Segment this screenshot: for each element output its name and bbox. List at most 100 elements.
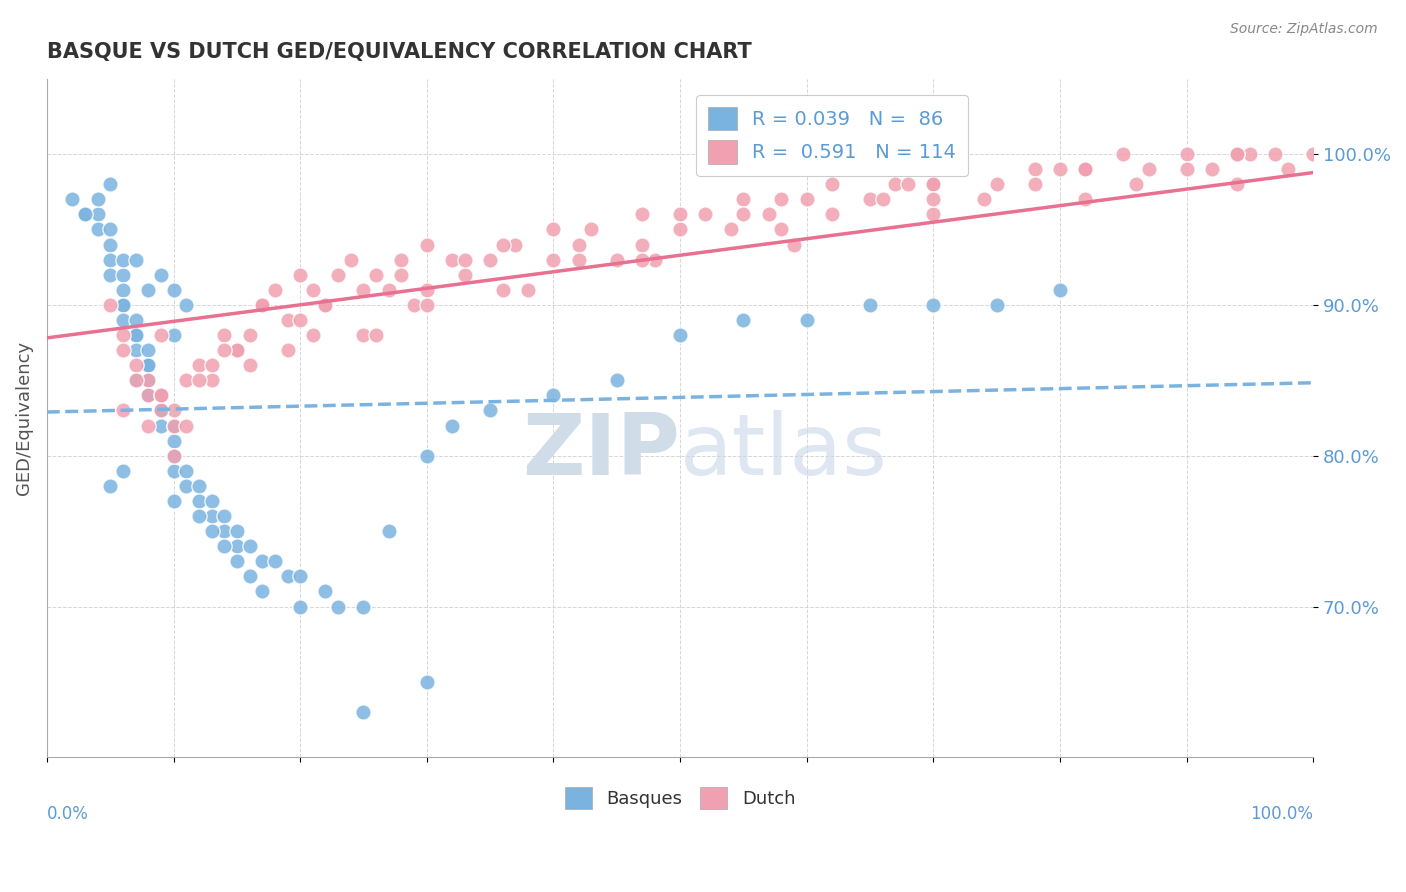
Point (276, 313, 298, 327)
Point (124, 373, 146, 387)
Point (353, 599, 375, 614)
Point (733, 313, 755, 327)
Point (136, 418, 159, 433)
Point (568, 252, 591, 267)
Point (238, 358, 260, 372)
Point (328, 268, 350, 282)
Point (212, 328, 235, 343)
Point (770, 192, 793, 206)
Point (733, 207, 755, 221)
Point (1074, 162, 1097, 177)
Point (187, 479, 209, 493)
Point (149, 328, 172, 343)
Point (872, 192, 894, 206)
Point (149, 388, 172, 402)
Point (416, 237, 439, 252)
Text: ZIP: ZIP (523, 410, 681, 493)
Point (98, 298, 121, 312)
Point (986, 177, 1008, 191)
Point (162, 403, 184, 417)
Point (1302, 147, 1324, 161)
Point (225, 554, 247, 568)
Point (416, 675, 439, 690)
Point (124, 252, 146, 267)
Point (225, 343, 247, 358)
Point (174, 464, 197, 478)
Point (162, 418, 184, 433)
Point (187, 358, 209, 372)
Point (517, 283, 540, 297)
Point (1175, 162, 1198, 177)
Point (136, 388, 159, 402)
Point (986, 298, 1008, 312)
Point (136, 343, 159, 358)
Point (1074, 162, 1097, 177)
Point (98, 237, 121, 252)
Point (136, 388, 159, 402)
Point (340, 252, 363, 267)
Point (200, 509, 222, 524)
Point (212, 539, 235, 553)
Point (783, 237, 806, 252)
Point (98, 268, 121, 282)
Point (821, 207, 844, 221)
Point (174, 298, 197, 312)
Point (366, 328, 388, 343)
Point (250, 298, 273, 312)
Point (86, 207, 108, 221)
Point (922, 177, 945, 191)
Point (276, 569, 298, 583)
Point (391, 252, 413, 267)
Point (86, 192, 108, 206)
Point (98, 252, 121, 267)
Text: atlas: atlas (681, 410, 889, 493)
Point (492, 237, 515, 252)
Point (821, 177, 844, 191)
Point (1074, 162, 1097, 177)
Point (669, 207, 692, 221)
Point (897, 177, 920, 191)
Point (162, 449, 184, 463)
Point (606, 252, 628, 267)
Point (315, 298, 337, 312)
Point (149, 388, 172, 402)
Point (149, 388, 172, 402)
Point (733, 192, 755, 206)
Point (111, 343, 134, 358)
Point (200, 358, 222, 372)
Point (162, 418, 184, 433)
Point (973, 192, 995, 206)
Point (238, 328, 260, 343)
Point (288, 268, 311, 282)
Point (492, 283, 515, 297)
Point (212, 524, 235, 538)
Text: BASQUE VS DUTCH GED/EQUIVALENCY CORRELATION CHART: BASQUE VS DUTCH GED/EQUIVALENCY CORRELAT… (46, 42, 752, 62)
Point (796, 192, 818, 206)
Point (124, 373, 146, 387)
Point (1024, 162, 1046, 177)
Point (644, 252, 666, 267)
Point (212, 343, 235, 358)
Point (669, 328, 692, 343)
Point (1277, 162, 1299, 177)
Point (162, 449, 184, 463)
Point (212, 509, 235, 524)
Point (124, 313, 146, 327)
Point (263, 283, 285, 297)
Text: 0.0%: 0.0% (46, 805, 89, 823)
Point (149, 403, 172, 417)
Point (111, 403, 134, 417)
Point (73, 207, 96, 221)
Point (416, 283, 439, 297)
Point (149, 403, 172, 417)
Point (631, 207, 654, 221)
Point (60, 192, 83, 206)
Text: 100.0%: 100.0% (1250, 805, 1313, 823)
Point (162, 464, 184, 478)
Point (200, 494, 222, 508)
Point (187, 494, 209, 508)
Point (1175, 147, 1198, 161)
Point (859, 298, 882, 312)
Point (250, 584, 273, 599)
Point (250, 298, 273, 312)
